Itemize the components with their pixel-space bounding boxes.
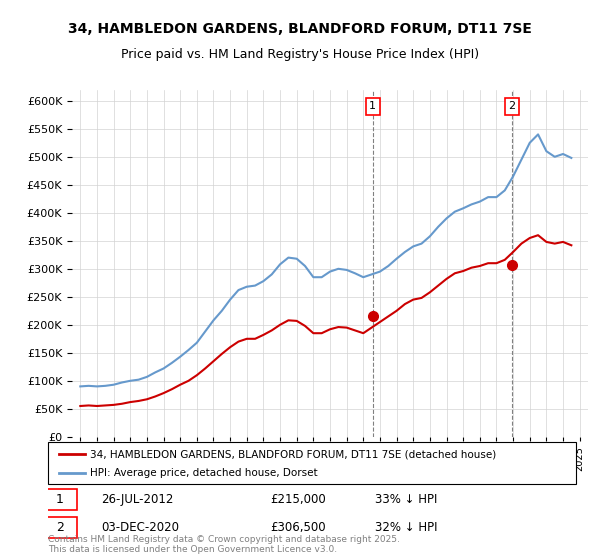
FancyBboxPatch shape	[43, 517, 77, 538]
Text: 03-DEC-2020: 03-DEC-2020	[101, 521, 179, 534]
Text: 33% ↓ HPI: 33% ↓ HPI	[376, 493, 438, 506]
Text: 32% ↓ HPI: 32% ↓ HPI	[376, 521, 438, 534]
Text: £306,500: £306,500	[270, 521, 325, 534]
Text: Price paid vs. HM Land Registry's House Price Index (HPI): Price paid vs. HM Land Registry's House …	[121, 48, 479, 60]
FancyBboxPatch shape	[43, 489, 77, 510]
Text: 34, HAMBLEDON GARDENS, BLANDFORD FORUM, DT11 7SE (detached house): 34, HAMBLEDON GARDENS, BLANDFORD FORUM, …	[90, 449, 496, 459]
Text: Contains HM Land Registry data © Crown copyright and database right 2025.
This d: Contains HM Land Registry data © Crown c…	[48, 535, 400, 554]
Text: 2: 2	[508, 101, 515, 111]
FancyBboxPatch shape	[48, 442, 576, 484]
Text: 2: 2	[56, 521, 64, 534]
Text: 1: 1	[56, 493, 64, 506]
Text: HPI: Average price, detached house, Dorset: HPI: Average price, detached house, Dors…	[90, 468, 318, 478]
Text: £215,000: £215,000	[270, 493, 326, 506]
Text: 34, HAMBLEDON GARDENS, BLANDFORD FORUM, DT11 7SE: 34, HAMBLEDON GARDENS, BLANDFORD FORUM, …	[68, 22, 532, 36]
Text: 26-JUL-2012: 26-JUL-2012	[101, 493, 173, 506]
Text: 1: 1	[369, 101, 376, 111]
